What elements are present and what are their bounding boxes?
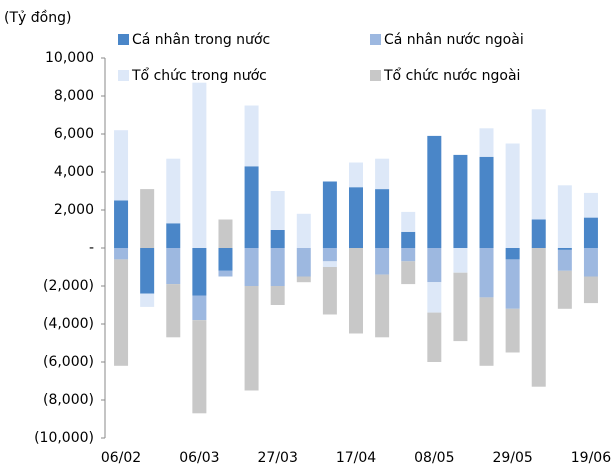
bar	[505, 259, 520, 309]
bar	[505, 248, 520, 260]
x-tick-label: 19/06	[571, 450, 611, 466]
x-tick-label: 06/03	[179, 450, 219, 466]
legend-swatch	[118, 70, 129, 81]
bar	[192, 295, 207, 321]
y-tick-label: 6,000	[54, 126, 94, 142]
legend-swatch	[370, 34, 381, 45]
y-tick-label: (10,000)	[34, 430, 94, 446]
x-tick-label: 06/02	[101, 450, 141, 466]
legend-label: Tổ chức nước ngoài	[383, 67, 520, 84]
bar	[114, 248, 129, 260]
bar	[375, 189, 390, 248]
bar	[453, 154, 468, 248]
bar	[296, 248, 311, 277]
bar	[427, 282, 442, 313]
bar	[505, 308, 520, 353]
bar	[453, 272, 468, 342]
legend-swatch	[118, 34, 129, 45]
bar	[114, 130, 129, 201]
bar	[192, 320, 207, 414]
y-tick-label: 10,000	[45, 50, 94, 66]
bar	[296, 213, 311, 248]
bar	[479, 128, 494, 157]
bar	[375, 274, 390, 338]
bar	[531, 109, 546, 220]
x-tick-label: 27/03	[258, 450, 298, 466]
bar	[322, 261, 337, 267]
bar	[583, 248, 598, 277]
bar	[505, 143, 520, 248]
x-tick-label: 08/05	[414, 450, 454, 466]
x-tick-label: 29/05	[492, 450, 532, 466]
y-tick-label: -	[89, 240, 94, 256]
bar	[557, 249, 572, 271]
bar	[427, 312, 442, 362]
legend-label: Cá nhân nước ngoài	[384, 32, 524, 48]
bar	[114, 200, 129, 248]
bar	[270, 191, 285, 230]
bar	[244, 105, 259, 167]
bar	[244, 248, 259, 286]
bar	[322, 248, 337, 262]
bar	[531, 248, 546, 387]
bar	[453, 248, 468, 273]
bar	[349, 248, 363, 334]
bar	[401, 211, 416, 232]
bar	[557, 270, 572, 309]
bar	[375, 248, 390, 275]
y-tick-label: (4,000)	[43, 316, 94, 332]
bar	[349, 162, 363, 188]
y-tick-label: 4,000	[54, 164, 94, 180]
bar	[583, 192, 598, 218]
bar	[166, 223, 181, 248]
legend-label: Tổ chức trong nước	[131, 67, 267, 84]
bar	[479, 248, 494, 298]
y-tick-label: (6,000)	[43, 354, 94, 370]
bar	[296, 276, 311, 283]
bar	[349, 187, 363, 248]
y-tick-label: 2,000	[54, 202, 94, 218]
bar	[322, 267, 337, 315]
bar	[479, 297, 494, 366]
bar	[427, 135, 442, 248]
bar	[140, 189, 155, 248]
bar	[270, 286, 285, 305]
bar	[140, 293, 155, 307]
bar	[583, 217, 598, 248]
bar	[401, 248, 416, 262]
y-axis-label: (Tỷ đồng)	[4, 9, 71, 26]
bar	[192, 82, 207, 248]
bar	[218, 248, 233, 271]
bar	[322, 181, 337, 248]
bar	[166, 284, 181, 338]
legend-swatch	[370, 70, 381, 81]
bar	[244, 286, 259, 391]
bar	[427, 248, 442, 283]
bar	[192, 248, 207, 296]
bar	[218, 270, 233, 277]
bar	[557, 185, 572, 248]
legend-label: Cá nhân trong nước	[132, 32, 270, 48]
bar	[244, 166, 259, 248]
bar	[401, 231, 416, 248]
y-tick-label: 8,000	[54, 88, 94, 104]
bar	[401, 261, 416, 285]
bar	[375, 158, 390, 190]
bar	[114, 259, 129, 366]
bar	[479, 156, 494, 248]
bar	[166, 248, 181, 285]
y-tick-label: (8,000)	[43, 392, 94, 408]
bar	[166, 158, 181, 224]
bar	[140, 248, 155, 294]
x-tick-label: 17/04	[336, 450, 376, 466]
bar	[531, 219, 546, 248]
bar	[557, 248, 572, 250]
bar	[270, 229, 285, 248]
bar	[218, 219, 233, 248]
bar	[270, 248, 285, 286]
y-tick-label: (2,000)	[43, 278, 94, 294]
bar	[583, 276, 598, 304]
